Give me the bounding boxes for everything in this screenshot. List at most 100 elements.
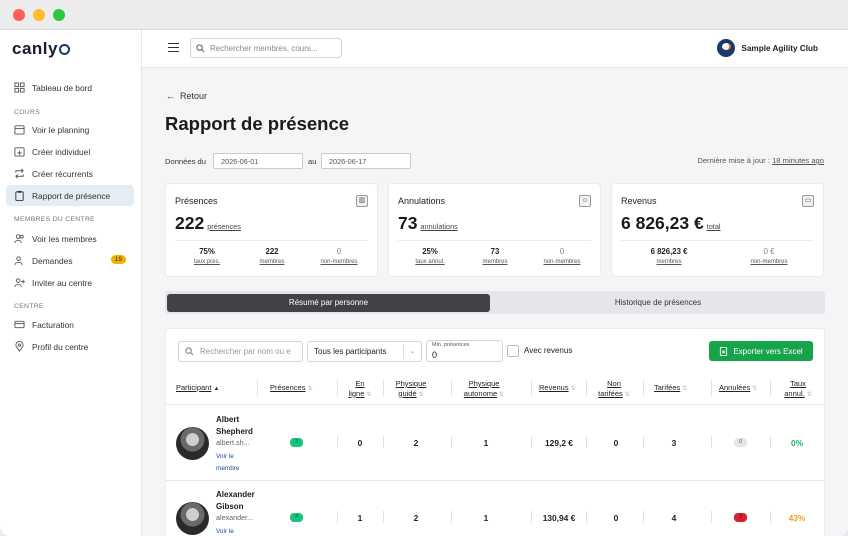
card-value: 222 présences: [175, 213, 241, 234]
stat-label: non-membres: [750, 259, 788, 265]
participant-search-input[interactable]: Rechercher par nom ou e: [178, 341, 303, 362]
table-header: Participant ▲ Présences ⇅ En ligne ⇅ Physiq…: [166, 371, 824, 405]
section-label-cours: COURS: [14, 109, 41, 116]
stat-value: 222: [265, 247, 279, 256]
card-value-unit: total: [706, 222, 721, 231]
card-value-number: 6 826,23 €: [621, 213, 704, 233]
column-separator: [711, 380, 712, 396]
date-to-input[interactable]: 2026-06-17: [321, 153, 411, 169]
menu-icon[interactable]: [168, 43, 179, 52]
view-member-link[interactable]: Voir le membre: [216, 528, 234, 535]
credit-card-icon: [14, 320, 25, 329]
view-member-link[interactable]: Voir le membre: [216, 453, 240, 472]
min-presences-value: 0: [432, 350, 438, 360]
sidebar-item-requests[interactable]: Demandes 19: [6, 250, 134, 271]
column-separator: [451, 380, 452, 396]
column-cancel-rate[interactable]: Taux annul. ⇅: [784, 379, 812, 398]
user-plus-icon: [14, 256, 23, 266]
unbilled-cell: 0: [613, 438, 619, 448]
global-search-input[interactable]: Rechercher membres, cours...: [190, 38, 342, 58]
avatar: [176, 502, 209, 535]
export-excel-button[interactable]: Exporter vers Excel: [709, 341, 813, 361]
date-from-input[interactable]: 2026-06-01: [213, 153, 303, 169]
sidebar-item-label: Demandes: [32, 255, 73, 266]
column-separator: [643, 380, 644, 396]
club-switcher[interactable]: Sample Agility Club: [717, 39, 818, 57]
column-separator: [337, 380, 338, 396]
maximize-window-button[interactable]: [53, 9, 65, 21]
club-name: Sample Agility Club: [741, 43, 818, 53]
card-title: Annulations: [398, 196, 446, 206]
column-label: Présences: [270, 383, 306, 392]
sidebar-item-planning[interactable]: Voir le planning: [6, 119, 134, 140]
column-label: Physique autonome: [463, 379, 500, 398]
column-cancelled[interactable]: Annulées ⇅: [719, 383, 758, 392]
cell-separator: [383, 436, 384, 448]
column-label: En ligne: [348, 379, 365, 398]
autonomous-cell: 1: [483, 438, 489, 448]
column-autonomous[interactable]: Physique autonome ⇅: [463, 379, 505, 398]
divider: [621, 240, 814, 241]
tab-attendance-history[interactable]: Historique de présences: [614, 298, 702, 307]
with-revenue-label: Avec revenus: [524, 346, 573, 355]
export-label: Exporter vers Excel: [733, 346, 803, 356]
column-online[interactable]: En ligne ⇅: [348, 379, 372, 398]
sidebar-item-billing[interactable]: Facturation: [6, 314, 134, 335]
participants-select[interactable]: Tous les participants ⌄: [307, 341, 422, 362]
column-label: Taux annul.: [784, 379, 806, 398]
guided-cell: 2: [413, 513, 419, 523]
tab-summary-by-person[interactable]: Résumé par personne: [167, 294, 490, 312]
sidebar-item-dashboard[interactable]: Tableau de bord: [6, 77, 134, 98]
user-x-icon: ☺: [579, 195, 591, 207]
sidebar-item-center-profile[interactable]: Profil du centre: [6, 336, 134, 357]
cell-separator: [451, 511, 452, 523]
avatar: [176, 427, 209, 460]
stat-label: membres: [656, 259, 682, 265]
back-link[interactable]: ← Retour: [166, 91, 207, 101]
sidebar-item-label: Créer récurrents: [32, 168, 93, 179]
column-label: Tarifées: [654, 383, 681, 392]
column-revenue[interactable]: Revenus ⇅: [539, 383, 576, 392]
minimize-window-button[interactable]: [33, 9, 45, 21]
column-unbilled[interactable]: Non tarifées ⇅: [598, 379, 630, 398]
sidebar-item-label: Facturation: [32, 319, 74, 330]
autonomous-cell: 1: [483, 513, 489, 523]
card-stat: 6 826,23 € membres: [639, 247, 699, 265]
close-window-button[interactable]: [13, 9, 25, 21]
cancel-rate-cell: 0%: [790, 438, 804, 448]
column-label: Annulées: [719, 383, 751, 392]
column-participant[interactable]: Participant ▲: [176, 383, 220, 392]
sidebar-item-members[interactable]: Voir les membres: [6, 228, 134, 249]
top-bar: Rechercher membres, cours... Sample Agil…: [142, 30, 848, 68]
sidebar-item-create-individual[interactable]: Créer individuel: [6, 141, 134, 162]
stat-label: taux prés.: [193, 259, 221, 265]
back-label: Retour: [180, 91, 208, 101]
with-revenue-checkbox[interactable]: [507, 345, 519, 357]
last-updated-value: 18 minutes ago: [772, 156, 824, 165]
view-tabs: Résumé par personne Historique de présen…: [165, 291, 825, 314]
card-title: Présences: [175, 196, 218, 206]
cell-separator: [531, 436, 532, 448]
stat-label: non-membres: [320, 259, 358, 265]
card-value-unit: présences: [207, 222, 241, 231]
sidebar-item-attendance-report[interactable]: Rapport de présence: [6, 185, 134, 206]
sidebar-item-create-recurring[interactable]: Créer récurrents: [6, 163, 134, 184]
min-presences-input[interactable]: Min. présences 0: [426, 340, 503, 362]
participant-name: Albert Shepherd: [216, 415, 253, 436]
grid-icon: [14, 82, 25, 93]
card-stat: 0 non-membres: [532, 247, 592, 265]
app-logo[interactable]: canly: [12, 39, 70, 59]
column-billed[interactable]: Tarifées ⇅: [654, 383, 688, 392]
column-separator: [257, 380, 258, 396]
cell-separator: [643, 436, 644, 448]
arrow-left-icon: ←: [166, 91, 175, 101]
participant-name: Alexander Gibson: [216, 490, 255, 511]
stat-label: taux annul.: [415, 259, 445, 265]
column-guided[interactable]: Physique guidé ⇅: [395, 379, 427, 398]
cell-separator: [770, 436, 771, 448]
search-icon: [185, 347, 194, 356]
search-placeholder: Rechercher par nom ou e: [200, 347, 291, 356]
sidebar-item-invite[interactable]: Inviter au centre: [6, 272, 134, 293]
guided-cell: 2: [413, 438, 419, 448]
column-presences[interactable]: Présences ⇅: [270, 383, 313, 392]
